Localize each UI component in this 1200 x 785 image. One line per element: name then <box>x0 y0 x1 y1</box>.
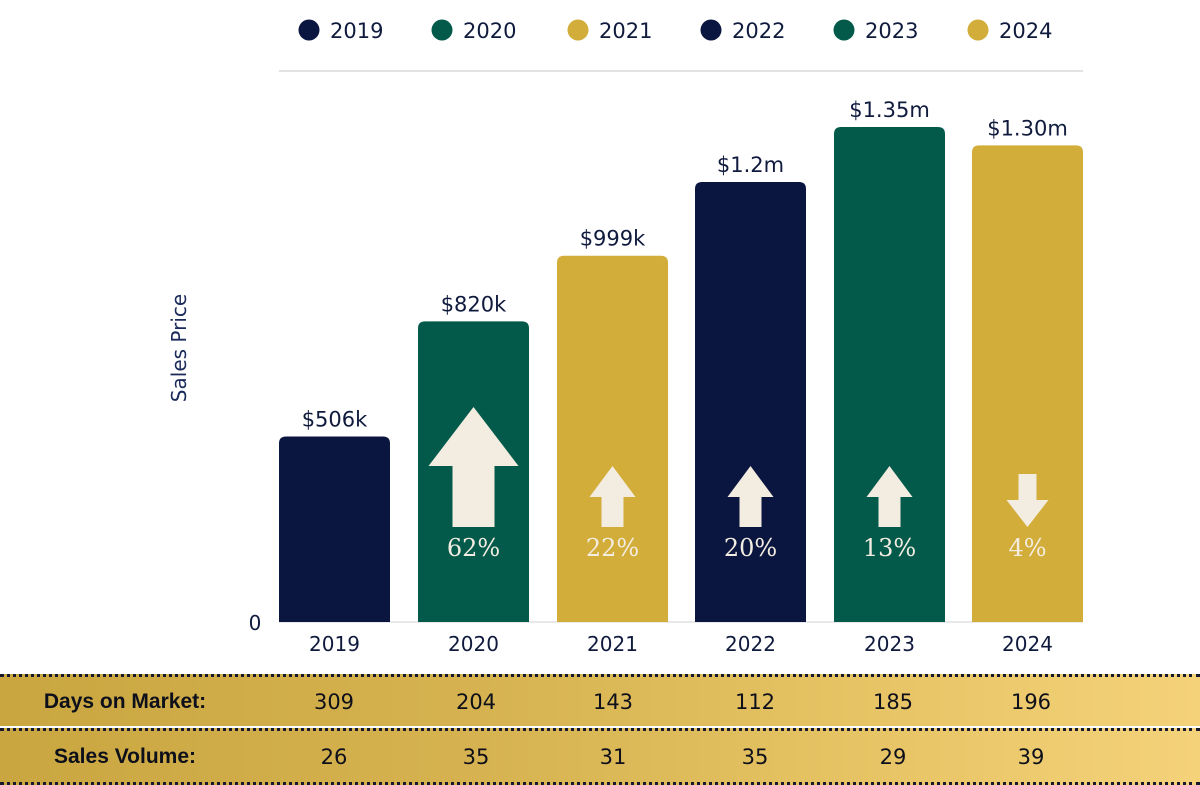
days-on-market-value: 112 <box>734 689 776 714</box>
arrow-up-icon <box>727 466 774 527</box>
bar-group: $1.35m 2023 13% <box>834 98 945 656</box>
bar-value-label: $1.30m <box>987 116 1068 140</box>
legend-item: 2020 <box>431 19 516 43</box>
chart-legend: 2019 2020 2021 2022 2023 2024 <box>298 19 1052 43</box>
arrow-up-icon <box>866 466 913 527</box>
sales-volume-row: Sales Volume: 26 35 31 35 29 39 <box>0 728 1200 785</box>
change-percent-label: 13% <box>863 534 916 562</box>
x-tick-label: 2022 <box>725 632 776 656</box>
bar-group: $999k 2021 22% <box>557 227 668 656</box>
bar-group: $506k 2019 <box>279 407 390 656</box>
bar-value-label: $999k <box>580 227 646 251</box>
bar <box>279 436 390 622</box>
change-percent-label: 62% <box>447 534 500 562</box>
days-on-market-value: 143 <box>592 689 634 714</box>
legend-item: 2023 <box>833 19 918 43</box>
sales-volume-value: 31 <box>599 744 627 769</box>
legend-swatch <box>431 19 453 41</box>
sales-volume-value: 35 <box>741 744 769 769</box>
bar <box>695 182 806 622</box>
legend-swatch <box>700 19 722 41</box>
x-tick-label: 2021 <box>587 632 638 656</box>
arrow-down-icon <box>1006 474 1049 527</box>
bar-value-label: $820k <box>441 292 507 316</box>
days-on-market-value: 309 <box>313 689 355 714</box>
bar <box>834 127 945 622</box>
days-on-market-value: 185 <box>872 689 914 714</box>
legend-swatch <box>833 19 855 41</box>
days-on-market-label: Days on Market: <box>43 689 207 713</box>
legend-swatch <box>567 19 589 41</box>
y-axis-label: Sales Price <box>167 294 191 402</box>
change-percent-label: 22% <box>586 534 639 562</box>
legend-label: 2023 <box>865 19 918 43</box>
x-tick-label: 2019 <box>309 632 360 656</box>
change-percent-label: 20% <box>724 534 777 562</box>
bar-group: $820k 2020 62% <box>418 292 529 656</box>
legend-label: 2019 <box>330 19 383 43</box>
bar-value-label: $506k <box>302 407 368 431</box>
legend-label: 2022 <box>732 19 785 43</box>
bar <box>972 145 1083 623</box>
sales-volume-value: 35 <box>462 744 490 769</box>
x-tick-label: 2023 <box>864 632 915 656</box>
bar-group: $1.30m 2024 4% <box>972 116 1083 656</box>
days-on-market-value: 196 <box>1010 689 1052 714</box>
x-tick-label: 2024 <box>1002 632 1053 656</box>
legend-swatch <box>298 19 320 41</box>
sales-volume-value: 26 <box>320 744 348 769</box>
legend-item: 2019 <box>298 19 383 43</box>
y-tick-label: 0 <box>249 611 262 635</box>
legend-swatch <box>967 19 989 41</box>
legend-item: 2024 <box>967 19 1052 43</box>
sales-volume-value: 39 <box>1017 744 1045 769</box>
days-on-market-value: 204 <box>455 689 497 714</box>
legend-item: 2022 <box>700 19 785 43</box>
legend-item: 2021 <box>567 19 652 43</box>
bar-value-label: $1.35m <box>849 98 930 122</box>
sales-price-chart: 2019 2020 2021 2022 2023 2024 Sales Price 0 $… <box>167 19 1083 656</box>
bars-group: $506k 2019 $820k 2020 62% $999k 2021 22% $1.2m 20… <box>279 98 1083 656</box>
bar-group: $1.2m 2022 20% <box>695 153 806 656</box>
arrow-up-icon <box>589 466 636 527</box>
bar <box>557 255 668 622</box>
sales-volume-value: 29 <box>879 744 907 769</box>
bar-value-label: $1.2m <box>717 153 784 177</box>
legend-label: 2021 <box>599 19 652 43</box>
x-tick-label: 2020 <box>448 632 499 656</box>
sales-volume-label: Sales Volume: <box>54 744 196 768</box>
arrow-up-icon <box>428 407 519 527</box>
change-percent-label: 4% <box>1008 534 1046 562</box>
days-on-market-row: Days on Market: 309 204 143 112 185 196 <box>0 674 1200 726</box>
legend-label: 2020 <box>463 19 516 43</box>
legend-label: 2024 <box>999 19 1052 43</box>
